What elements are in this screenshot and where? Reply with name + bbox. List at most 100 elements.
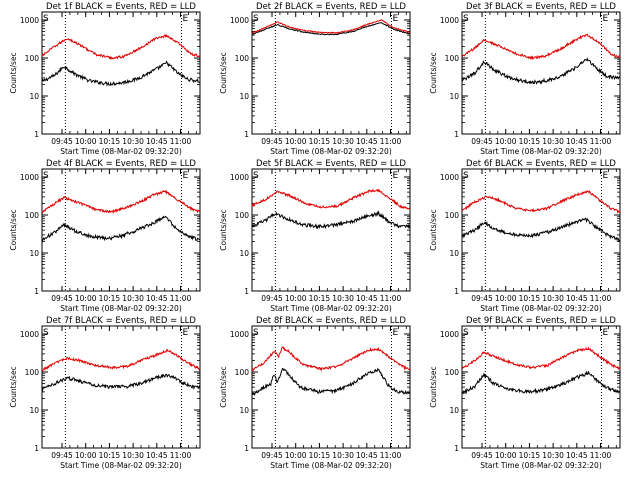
x-tick-label: 10:30 (542, 294, 564, 303)
panel-det-4: Det 4f BLACK = Events, RED = LLD 1 10 100 10… (9, 159, 201, 313)
start-marker: S (43, 328, 49, 338)
panel-title: Det 9f BLACK = Events, RED = LLD (466, 316, 616, 326)
x-tick-label: 09:45 (51, 451, 73, 460)
y-tick-label: 100 (445, 54, 460, 63)
y-tick-label: 1000 (440, 330, 459, 339)
y-axis-label: Counts/sec (9, 366, 18, 407)
x-tick-label: 10:15 (519, 294, 541, 303)
y-axis-label: Counts/sec (429, 52, 438, 93)
series-events-line (41, 60, 201, 87)
start-marker: S (463, 328, 469, 338)
x-axis-label: Start Time (08-Mar-02 09:32:20) (480, 304, 602, 313)
x-tick-label: 09:45 (261, 294, 283, 303)
series-lld-line (461, 33, 621, 60)
series-events-line (251, 22, 411, 36)
y-tick-label: 100 (235, 54, 250, 63)
x-tick-label: 10:30 (332, 451, 354, 460)
x-tick-label: 11:00 (380, 451, 402, 460)
series-events-line (461, 217, 621, 242)
x-tick-label: 11:00 (590, 451, 612, 460)
x-tick-label: 10:30 (542, 137, 564, 146)
x-tick-label: 10:00 (285, 294, 307, 303)
x-tick-label: 10:45 (566, 451, 588, 460)
series-events-line (251, 210, 411, 230)
y-tick-label: 10 (449, 92, 459, 101)
x-tick-label: 10:00 (75, 137, 97, 146)
y-tick-label: 1000 (440, 16, 459, 25)
x-axis-label: Start Time (08-Mar-02 09:32:20) (60, 461, 182, 470)
series-lld-line (41, 189, 201, 215)
end-marker: E (603, 14, 609, 24)
panel-det-3: Det 3f BLACK = Events, RED = LLD 1 10 100 10… (429, 2, 621, 156)
y-tick-label: 100 (445, 368, 460, 377)
x-tick-label: 10:00 (75, 451, 97, 460)
x-tick-label: 10:45 (356, 137, 378, 146)
y-tick-label: 100 (25, 368, 40, 377)
y-tick-label: 1 (34, 130, 39, 139)
x-tick-label: 09:45 (261, 451, 283, 460)
y-tick-label: 10 (449, 406, 459, 415)
y-tick-label: 10 (29, 406, 39, 415)
series-lld-line (251, 18, 411, 35)
start-marker: S (253, 171, 259, 181)
x-tick-label: 10:15 (99, 137, 121, 146)
x-tick-label: 10:15 (99, 294, 121, 303)
x-axis-label: Start Time (08-Mar-02 09:32:20) (270, 147, 392, 156)
y-tick-label: 1 (244, 130, 249, 139)
x-tick-label: 11:00 (590, 137, 612, 146)
panel-title: Det 7f BLACK = Events, RED = LLD (46, 316, 196, 326)
x-axis-label: Start Time (08-Mar-02 09:32:20) (270, 461, 392, 470)
panel-title: Det 2f BLACK = Events, RED = LLD (256, 2, 406, 12)
y-axis-label: Counts/sec (429, 366, 438, 407)
y-tick-label: 100 (445, 211, 460, 220)
x-tick-label: 10:00 (75, 294, 97, 303)
y-tick-label: 1 (244, 287, 249, 296)
x-tick-label: 10:45 (146, 137, 168, 146)
y-axis-label: Counts/sec (219, 366, 228, 407)
series-lld-line (251, 345, 411, 372)
x-tick-label: 09:45 (261, 137, 283, 146)
panel-title: Det 3f BLACK = Events, RED = LLD (466, 2, 616, 12)
y-tick-label: 1 (454, 287, 459, 296)
series-lld-line (41, 348, 201, 372)
panel-det-6: Det 6f BLACK = Events, RED = LLD 1 10 100 10… (429, 159, 621, 313)
x-tick-label: 09:45 (51, 294, 73, 303)
start-marker: S (253, 328, 259, 338)
x-tick-label: 09:45 (51, 137, 73, 146)
panel-det-1: Det 1f BLACK = Events, RED = LLD 1 10 100 10… (9, 2, 201, 156)
y-tick-label: 1 (454, 130, 459, 139)
series-lld-line (462, 346, 621, 371)
panel-title: Det 6f BLACK = Events, RED = LLD (466, 159, 616, 169)
x-tick-label: 10:45 (146, 294, 168, 303)
x-tick-label: 11:00 (590, 294, 612, 303)
panel-title: Det 1f BLACK = Events, RED = LLD (46, 2, 196, 12)
x-tick-label: 10:00 (285, 451, 307, 460)
panel-det-2: Det 2f BLACK = Events, RED = LLD 1 10 100 10… (219, 2, 411, 156)
series-events-line (41, 215, 201, 243)
y-tick-label: 1000 (230, 16, 249, 25)
x-tick-label: 10:15 (519, 137, 541, 146)
y-tick-label: 1 (34, 287, 39, 296)
x-tick-label: 10:45 (566, 294, 588, 303)
y-tick-label: 1 (244, 444, 249, 453)
x-tick-label: 10:00 (495, 137, 517, 146)
y-tick-label: 1000 (440, 173, 459, 182)
y-tick-label: 10 (449, 249, 459, 258)
y-tick-label: 100 (25, 211, 40, 220)
x-tick-label: 10:15 (99, 451, 121, 460)
y-tick-label: 1000 (20, 173, 39, 182)
start-marker: S (43, 171, 49, 181)
start-marker: S (43, 14, 49, 24)
y-axis-label: Counts/sec (219, 209, 228, 250)
series-events-line (461, 57, 621, 85)
start-marker: S (463, 171, 469, 181)
y-tick-label: 1 (34, 444, 39, 453)
x-tick-label: 09:45 (471, 451, 493, 460)
series-events-line (41, 373, 201, 392)
x-axis-label: Start Time (08-Mar-02 09:32:20) (480, 147, 602, 156)
x-tick-label: 11:00 (380, 294, 402, 303)
panel-title: Det 8f BLACK = Events, RED = LLD (256, 316, 406, 326)
x-tick-label: 10:15 (519, 451, 541, 460)
series-lld-line (251, 188, 411, 210)
